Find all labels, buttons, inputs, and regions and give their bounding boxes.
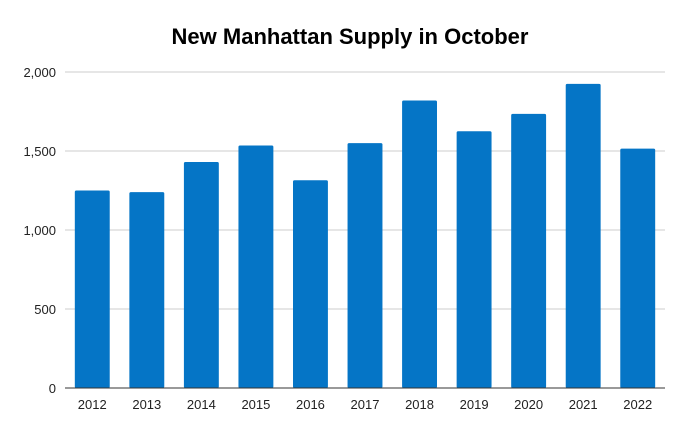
bar-2018 [402,100,437,388]
bar-2021 [565,83,601,388]
x-tick-label: 2014 [187,397,216,412]
x-tick-label: 2013 [132,397,161,412]
y-tick-label: 500 [34,302,56,317]
bar-2022 [620,148,656,388]
y-axis-tick-labels: 0 500 1,000 1,500 2,000 [23,65,56,396]
bar-2020 [511,113,547,389]
bar-2013 [129,192,165,388]
x-tick-label: 2020 [514,397,543,412]
x-tick-label: 2017 [351,397,380,412]
bar-2012 [74,190,110,388]
bar-2017 [347,143,383,388]
bar-2019 [456,131,492,388]
x-tick-label: 2016 [296,397,325,412]
chart-title: New Manhattan Supply in October [172,24,529,49]
bar-2014 [183,162,219,388]
bar-2016 [293,180,328,388]
x-axis-tick-labels: 2012 2013 2014 2015 2016 2017 2018 2019 2020 2021… [78,397,652,412]
bars [74,83,656,389]
bar-2015 [238,145,274,388]
y-tick-label: 0 [49,381,56,396]
x-tick-label: 2018 [405,397,434,412]
x-tick-label: 2015 [241,397,270,412]
x-tick-label: 2022 [623,397,652,412]
x-tick-label: 2021 [569,397,598,412]
y-tick-label: 1,500 [23,144,56,159]
x-tick-label: 2012 [78,397,107,412]
y-tick-label: 1,000 [23,223,56,238]
x-tick-label: 2019 [460,397,489,412]
y-tick-label: 2,000 [23,65,56,80]
